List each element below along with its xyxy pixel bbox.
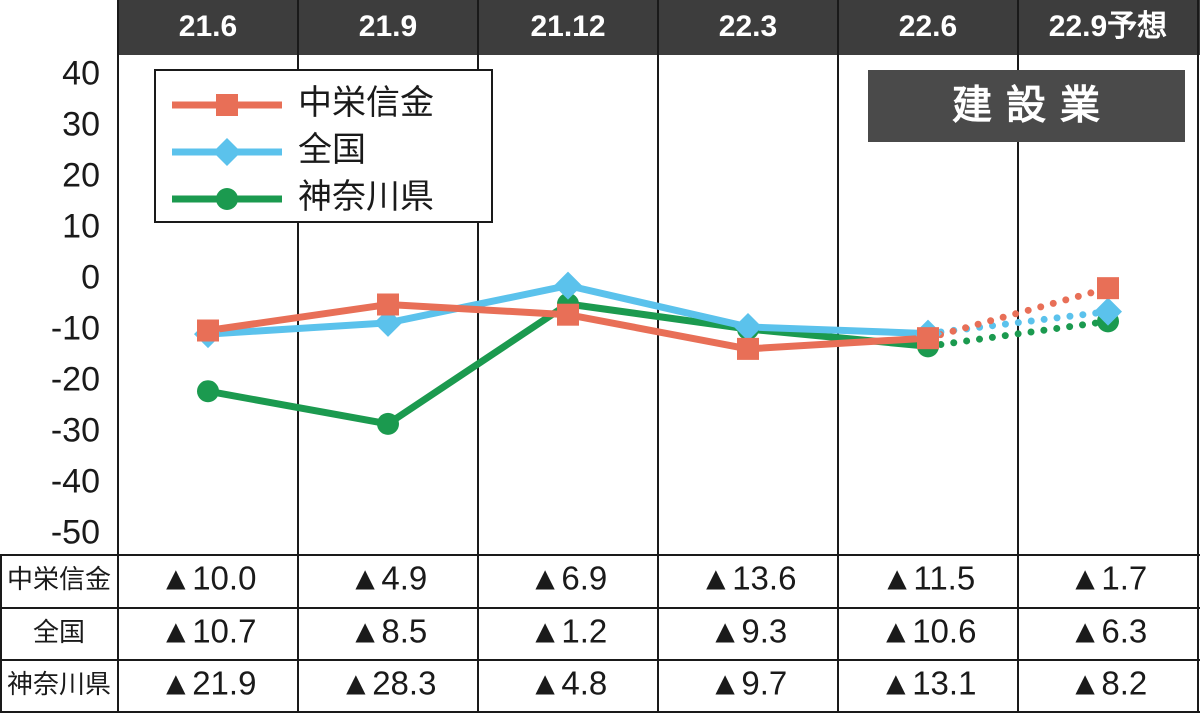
data-point (917, 327, 939, 350)
y-tick-label: 0 (81, 258, 100, 296)
y-tick-label: 10 (62, 207, 100, 245)
row-label: 全国 (33, 617, 85, 647)
data-point (197, 319, 219, 342)
table-value: ▲9.7 (709, 665, 788, 702)
data-point (734, 312, 762, 341)
table-value: ▲8.2 (1069, 665, 1148, 702)
table-value: ▲4.9 (349, 560, 428, 597)
row-label: 中栄信金 (7, 564, 111, 594)
data-point (1097, 277, 1119, 300)
table-value: ▲21.9 (160, 665, 257, 702)
table-value: ▲10.6 (880, 613, 977, 650)
forecast-line (924, 284, 1112, 342)
table-value: ▲1.7 (1069, 560, 1148, 597)
forecast-line (924, 308, 1112, 338)
data-point (1094, 297, 1122, 326)
panel-label: 建設業 (952, 84, 1114, 128)
legend-label: 神奈川県 (298, 178, 434, 216)
y-tick-label: -10 (51, 309, 100, 347)
y-tick-label: -20 (51, 361, 100, 399)
data-point (737, 337, 759, 360)
data-point (197, 380, 219, 403)
table-value: ▲11.5 (881, 560, 975, 597)
table-value: ▲8.5 (349, 613, 428, 650)
legend-marker (216, 94, 238, 116)
table-value: ▲6.3 (1069, 613, 1148, 650)
table-value: ▲10.0 (160, 560, 257, 597)
data-point (374, 308, 402, 337)
y-tick-label: -40 (51, 463, 100, 501)
table-value: ▲13.1 (880, 665, 977, 702)
y-tick-label: 30 (62, 105, 100, 143)
forecast-line (924, 317, 1112, 350)
data-point (377, 293, 399, 316)
y-tick-label: -30 (51, 412, 100, 450)
data-point (554, 271, 582, 300)
table-value: ▲9.3 (709, 613, 788, 650)
data-point (377, 412, 399, 435)
data-point (557, 303, 579, 326)
y-tick-label: 20 (62, 156, 100, 194)
y-tick-label: -50 (51, 514, 100, 552)
y-tick-label: 40 (62, 54, 100, 92)
x-tick-label: 22.9予想 (1049, 10, 1167, 43)
x-tick-label: 22.3 (719, 10, 777, 43)
legend-marker (216, 188, 238, 210)
x-tick-label: 22.6 (899, 10, 957, 43)
x-tick-label: 21.12 (530, 10, 605, 43)
table-value: ▲13.6 (700, 560, 797, 597)
x-tick-label: 21.9 (359, 10, 417, 43)
legend-marker (213, 138, 241, 166)
table-value: ▲4.8 (529, 665, 608, 702)
x-tick-label: 21.6 (179, 10, 237, 43)
panel-box (868, 70, 1185, 142)
table-value: ▲28.3 (340, 665, 437, 702)
table-value: ▲1.2 (529, 613, 608, 650)
table-value: ▲6.9 (529, 560, 608, 597)
row-label: 神奈川県 (7, 669, 111, 699)
table-value: ▲10.7 (160, 613, 257, 650)
legend-label: 中栄信金 (298, 84, 434, 122)
legend-label: 全国 (298, 131, 366, 169)
